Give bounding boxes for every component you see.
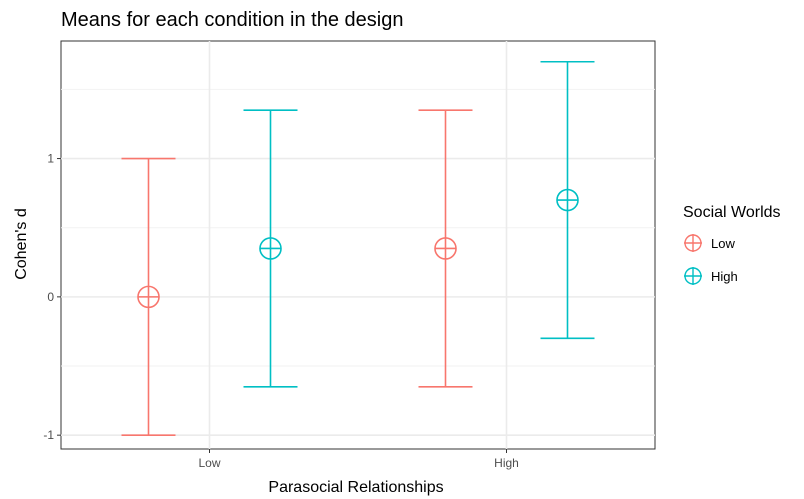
error-bar (121, 157, 176, 436)
error-bar (418, 109, 473, 388)
error-bars (121, 60, 595, 436)
plot-panel (60, 40, 656, 450)
y-tick-label: -1 (43, 428, 54, 442)
legend-label: Low (711, 236, 735, 251)
legend-key (684, 267, 702, 285)
chart-title: Means for each condition in the design (61, 9, 403, 31)
legend-title: Social Worlds (683, 204, 781, 221)
grid-minor (61, 88, 655, 367)
legend: Social Worlds Low High (683, 204, 781, 285)
axis-ticks: -1 0 1 Low High (43, 152, 519, 470)
x-tick-label: Low (198, 456, 220, 470)
legend-key (684, 234, 702, 252)
legend-label: High (711, 269, 738, 284)
x-axis-title: Parasocial Relationships (268, 479, 443, 496)
y-axis-title: Cohen's d (13, 208, 30, 280)
error-bar (243, 109, 298, 388)
error-bar (540, 60, 595, 340)
y-tick-label: 0 (47, 290, 54, 304)
y-tick-label: 1 (47, 152, 54, 166)
x-tick-label: High (494, 456, 519, 470)
